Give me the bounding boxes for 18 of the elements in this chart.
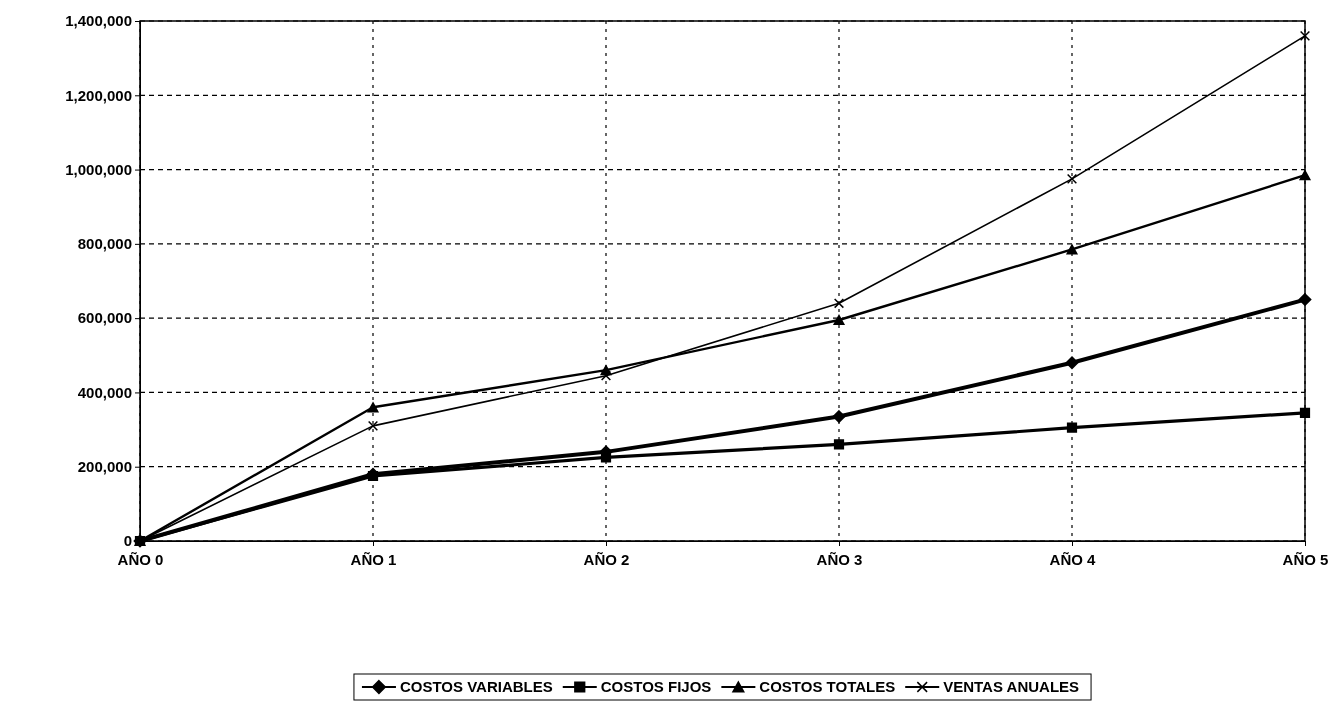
x-tick-label: AÑO 4 (1049, 550, 1097, 568)
y-tick-label: 400,000 (77, 383, 132, 401)
y-tick-label: 1,400,000 (65, 12, 132, 30)
x-tick-label: AÑO 0 (117, 550, 164, 568)
y-tick-label: 200,000 (77, 458, 132, 476)
legend-label: COSTOS FIJOS (600, 678, 712, 695)
y-tick-label: 800,000 (77, 235, 132, 253)
y-tick-label: 1,200,000 (65, 86, 132, 104)
x-tick-label: AÑO 1 (350, 550, 397, 568)
legend-label: VENTAS ANUALES (943, 678, 1080, 695)
x-tick-label: AÑO 5 (1282, 550, 1329, 568)
y-tick-label: 1,000,000 (65, 160, 132, 178)
x-tick-label: AÑO 3 (816, 550, 863, 568)
y-tick-label: 0 (123, 532, 132, 550)
y-tick-label: 600,000 (77, 309, 132, 327)
legend-label: COSTOS VARIABLES (399, 678, 553, 695)
legend-label: COSTOS TOTALES (759, 678, 896, 695)
x-tick-label: AÑO 2 (583, 550, 630, 568)
